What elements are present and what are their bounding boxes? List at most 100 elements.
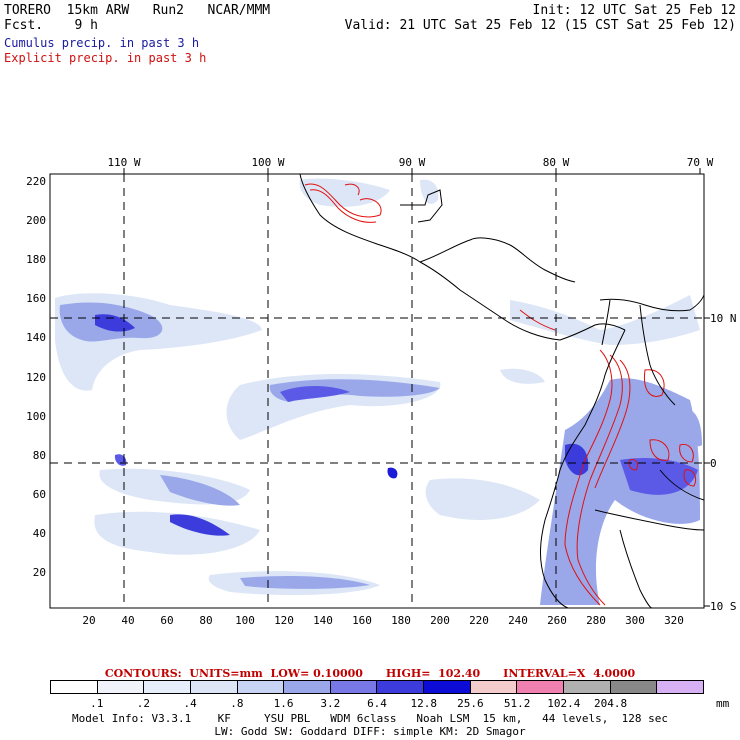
x-tick-label: 200 (430, 614, 450, 627)
colorbar-label: 6.4 (367, 697, 387, 710)
y-tick-label: 80 (33, 449, 46, 462)
lon-label: 70 W (687, 156, 714, 169)
precip-area (170, 514, 230, 536)
colorbar-swatch (516, 681, 564, 693)
coastline (619, 529, 653, 608)
model-title: TORERO 15km ARW Run2 NCAR/MMM (4, 3, 271, 18)
colorbar-swatch (423, 681, 470, 693)
x-tick-label: 40 (121, 614, 134, 627)
precip-area (95, 314, 135, 332)
graticule (50, 174, 704, 608)
colorbar-swatch (236, 681, 284, 693)
coastline (419, 237, 576, 283)
contour (594, 359, 631, 489)
precip-area (269, 379, 440, 402)
cumulus-label: Cumulus precip. in past 3 h (4, 36, 200, 50)
coastlines (299, 174, 704, 608)
colorbar-label: 25.6 (457, 697, 484, 710)
y-tick-label: 160 (26, 292, 46, 305)
y-tick-label: 60 (33, 488, 46, 501)
y-tick-label: 180 (26, 253, 46, 266)
lon-label: 80 W (543, 156, 570, 169)
colorbar-label: 204.8 (594, 697, 628, 710)
coastline (400, 189, 443, 223)
contour (564, 349, 613, 606)
y-tick-label: 140 (26, 331, 46, 344)
coastline (299, 174, 626, 341)
colorbar-swatch (376, 681, 424, 693)
lat-label: 10 S (710, 600, 737, 613)
model-info-line1: Model Info: V3.3.1 KF YSU PBL WDM 6class… (71, 712, 669, 725)
colorbar-label: .4 (183, 697, 197, 710)
precip-area (387, 467, 398, 479)
precip-area (620, 458, 698, 495)
init-time: Init: 12 UTC Sat 25 Feb 12 (532, 3, 737, 18)
coastline (540, 329, 626, 608)
y-tick-label: 120 (26, 371, 46, 384)
explicit-contours (304, 183, 697, 606)
x-tick-label: 80 (199, 614, 212, 627)
contour (649, 439, 670, 461)
precip-area (680, 409, 702, 447)
x-tick-label: 220 (469, 614, 489, 627)
precip-area (425, 478, 540, 520)
colorbar-label: .2 (136, 697, 151, 710)
colorbar-swatch (469, 681, 517, 693)
colorbar-swatch (96, 681, 144, 693)
valid-time: Valid: 21 UTC Sat 25 Feb 12 (15 CST Sat … (344, 18, 736, 33)
x-tick-label: 60 (160, 614, 173, 627)
coastline (594, 509, 704, 531)
colorbar-label: 12.8 (410, 697, 437, 710)
precip-area (94, 511, 260, 555)
x-tick-label: 320 (664, 614, 684, 627)
colorbar-swatch (189, 681, 237, 693)
colorbar-label: .8 (230, 697, 244, 710)
precip-fields (55, 178, 702, 605)
colorbar-label: 1.6 (273, 697, 294, 710)
y-tick-label: 200 (26, 214, 46, 227)
precip-area (540, 378, 700, 605)
x-tick-label: 100 (235, 614, 255, 627)
model-info-line2: LW: Godd SW: Goddard DIFF: simple KM: 2D… (214, 725, 526, 738)
lon-label: 90 W (399, 156, 426, 169)
explicit-label: Explicit precip. in past 3 h (4, 51, 207, 65)
lat-label: 10 N (710, 312, 737, 325)
colorbar-swatch (563, 681, 610, 693)
precip-area (160, 475, 240, 506)
forecast-hour: Fcst. 9 h (4, 18, 98, 33)
lon-label: 100 W (251, 156, 284, 169)
coastline (639, 304, 676, 406)
colorbar-label: 3.2 (320, 697, 341, 710)
coastline (599, 294, 704, 312)
lon-label: 110 W (107, 156, 140, 169)
y-tick-label: 40 (33, 527, 46, 540)
contour (628, 459, 639, 471)
colorbar-swatch (143, 681, 190, 693)
precip-area (280, 386, 350, 402)
contour (309, 189, 377, 223)
coastline (601, 299, 611, 346)
x-tick-label: 260 (547, 614, 567, 627)
y-tick-label: 100 (26, 410, 46, 423)
y-tick-label: 20 (33, 566, 46, 579)
contour (679, 443, 694, 463)
precip-area (240, 576, 370, 589)
precip-area (299, 178, 390, 207)
contour (576, 354, 623, 606)
colorbar-swatch (283, 681, 330, 693)
contour (304, 183, 382, 218)
y-tick-label: 220 (26, 175, 46, 188)
colorbar-swatch (329, 681, 377, 693)
contour (344, 183, 360, 196)
colorbar-swatch (609, 681, 657, 693)
colorbar-units: mm (716, 697, 730, 710)
colorbar-swatch (51, 681, 97, 693)
x-tick-label: 120 (274, 614, 294, 627)
colorbar-swatch (656, 681, 703, 693)
precip-area (510, 295, 700, 345)
contour (643, 369, 665, 397)
precip-area (420, 179, 439, 204)
contours-info: CONTOURS: UNITS=mm LOW= 0.10000 HIGH= 10… (104, 667, 636, 680)
x-tick-label: 280 (586, 614, 606, 627)
